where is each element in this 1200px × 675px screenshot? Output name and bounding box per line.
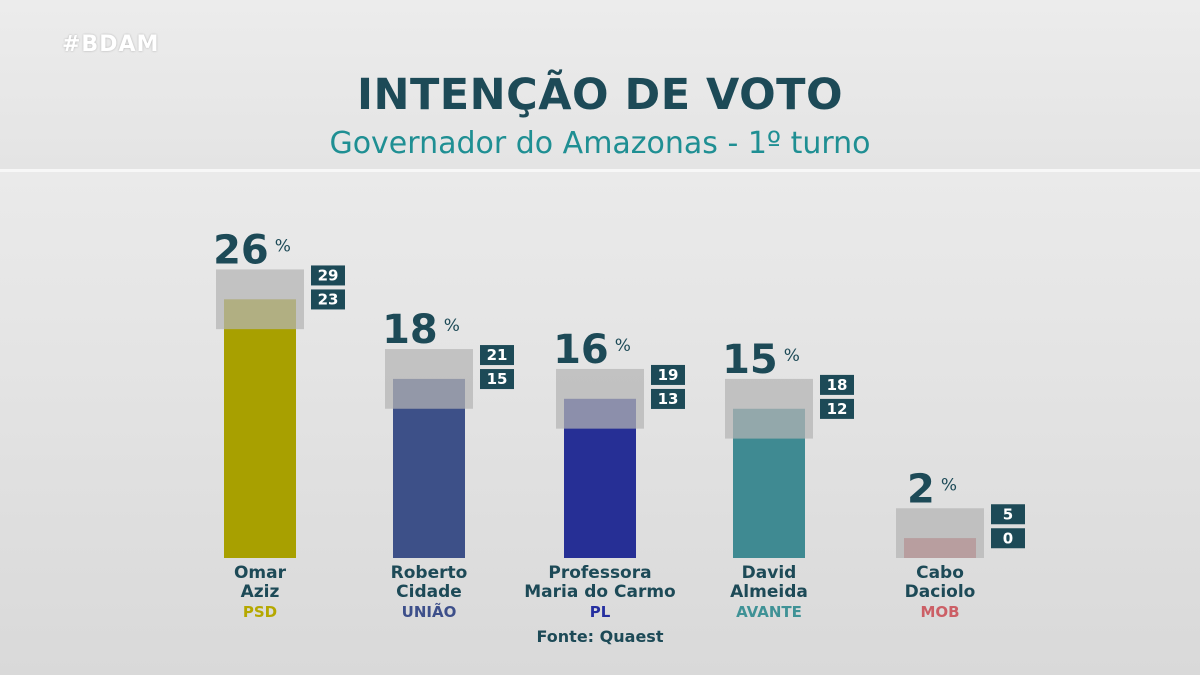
lower-label-1: 15 (487, 370, 508, 388)
lower-box-2 (651, 388, 685, 409)
value-percent-1: % (444, 316, 460, 336)
value-number-0: 26 (213, 227, 269, 273)
margin-band-1 (385, 349, 473, 409)
value-percent-0: % (275, 236, 291, 256)
bar-0 (224, 299, 296, 558)
margin-band-3 (725, 378, 813, 439)
upper-box-3 (820, 374, 854, 395)
candidate-name-0-0: Omar (234, 563, 287, 583)
party-label-0: PSD (243, 603, 277, 621)
upper-label-1: 21 (487, 346, 508, 364)
upper-label-0: 29 (318, 266, 339, 284)
value-percent-2: % (615, 336, 631, 356)
value-number-2: 16 (553, 327, 609, 373)
value-percent-4: % (941, 475, 957, 495)
upper-box-2 (651, 364, 685, 385)
margin-band-0 (216, 269, 304, 330)
chart-subtitle: Governador do Amazonas - 1º turno (329, 126, 871, 161)
upper-box-0 (311, 265, 345, 286)
header-divider (0, 169, 1200, 172)
upper-box-1 (480, 345, 514, 366)
value-number-3: 15 (722, 337, 778, 383)
value-number-4: 2 (907, 466, 935, 512)
value-label-0: 26% (213, 227, 291, 273)
margin-band-2 (556, 368, 644, 429)
lower-box-3 (820, 398, 854, 419)
lower-label-0: 23 (318, 290, 339, 308)
candidate-name-3-1: Almeida (730, 582, 808, 602)
candidate-name-1-1: Cidade (396, 582, 462, 602)
upper-label-4: 5 (1003, 505, 1013, 523)
lower-box-1 (480, 369, 514, 390)
value-number-1: 18 (382, 307, 438, 353)
lower-label-3: 12 (827, 400, 848, 418)
lower-box-0 (311, 289, 345, 310)
lower-label-2: 13 (658, 390, 679, 408)
value-label-2: 16% (553, 327, 631, 373)
header-panel (0, 0, 1200, 170)
candidate-name-0-1: Aziz (241, 582, 280, 602)
upper-label-3: 18 (827, 376, 848, 394)
party-label-2: PL (590, 603, 611, 621)
program-hashtag: #BDAM (62, 32, 160, 57)
value-label-1: 18% (382, 307, 460, 353)
candidate-name-4-0: Cabo (916, 563, 964, 583)
value-percent-3: % (784, 346, 800, 366)
party-label-3: AVANTE (736, 603, 802, 621)
party-label-4: MOB (920, 603, 959, 621)
value-label-4: 2% (907, 466, 957, 512)
lower-box-4 (991, 528, 1025, 549)
candidate-name-2-0: Professora (548, 563, 651, 583)
lower-label-4: 0 (1003, 529, 1013, 547)
upper-label-2: 19 (658, 366, 679, 384)
candidate-name-2-1: Maria do Carmo (524, 582, 675, 602)
candidate-name-1-0: Roberto (391, 563, 468, 583)
upper-box-4 (991, 504, 1025, 525)
value-label-3: 15% (722, 337, 800, 383)
chart-title: INTENÇÃO DE VOTO (356, 70, 844, 120)
party-label-1: UNIÃO (402, 602, 457, 621)
source-note: Fonte: Quaest (536, 627, 664, 646)
candidate-name-4-1: Daciolo (905, 582, 976, 602)
candidate-name-3-0: David (742, 563, 797, 583)
margin-band-4 (896, 508, 984, 558)
